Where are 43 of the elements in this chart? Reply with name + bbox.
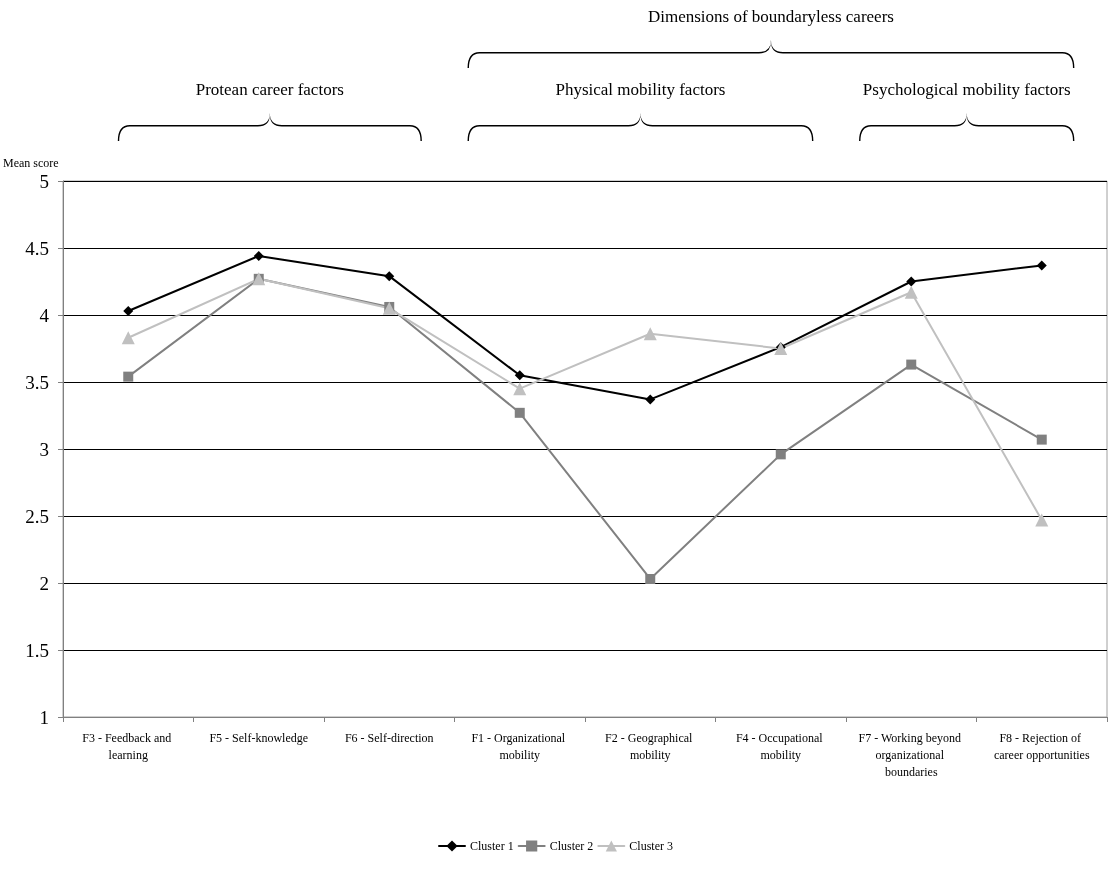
y-tick-label: 4: [39, 304, 50, 326]
x-tick-label: F5 - Self-knowledge: [209, 730, 309, 745]
point: [121, 331, 135, 345]
point: [123, 305, 134, 316]
x-tick-label: F3 - Feedback and learning: [82, 730, 175, 762]
y-tick-label: 2: [39, 572, 49, 594]
legend-label: Cluster 3: [629, 839, 673, 853]
x-tick-label: F4 - Occupational mobility: [735, 730, 826, 762]
point: [514, 370, 525, 381]
point: [904, 285, 918, 299]
x-tick-label: F2 - Geographical mobility: [605, 730, 696, 762]
point: [906, 359, 917, 370]
y-tick-label: 4.5: [25, 237, 49, 259]
point: [1036, 260, 1047, 271]
point: [1036, 434, 1047, 445]
point: [514, 407, 525, 418]
y-tick-label: 1: [39, 706, 49, 728]
point: [645, 573, 656, 584]
point: [906, 276, 917, 287]
x-tick-label: F6 - Self-direction: [344, 730, 434, 745]
x-tick-label: F8 - Rejection of career opportunities: [993, 730, 1090, 762]
point: [253, 251, 264, 262]
y-axis-title: Mean score: [3, 156, 59, 170]
text: Dimensions of boundaryless careers: [647, 7, 894, 26]
legend-label: Cluster 1: [470, 839, 514, 853]
text: Protean career factors: [195, 80, 344, 99]
y-tick-label: 3: [39, 438, 49, 460]
point: [384, 271, 395, 282]
text: Physical mobility factors: [555, 80, 726, 99]
point: [645, 394, 656, 405]
x-tick-label: F7 - Working beyond organizational boundaries: [858, 730, 964, 779]
point: [775, 449, 786, 460]
y-tick-label: 5: [39, 170, 49, 192]
point: [123, 371, 134, 382]
y-tick-label: 1.5: [25, 639, 49, 661]
y-tick-label: 3.5: [25, 371, 49, 393]
point: [1035, 513, 1049, 527]
text: Psychological mobility factors: [862, 80, 1071, 99]
x-tick-label: F1 - Organizational mobility: [471, 730, 569, 762]
legend-label: Cluster 2: [549, 839, 594, 853]
y-tick-label: 2.5: [25, 505, 49, 527]
point: [643, 327, 657, 341]
point: [513, 382, 527, 396]
